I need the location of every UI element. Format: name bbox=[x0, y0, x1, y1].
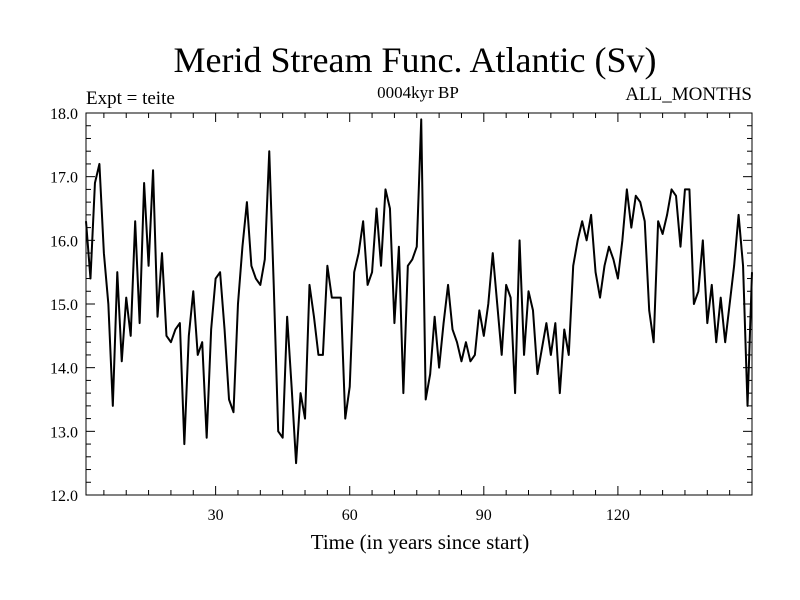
x-tick-label: 120 bbox=[606, 507, 630, 524]
y-tick-label: 14.0 bbox=[50, 361, 78, 378]
y-tick-label: 12.0 bbox=[50, 488, 78, 505]
x-axis-ticks: 30 60 90 120 bbox=[103, 113, 753, 524]
y-tick-label: 15.0 bbox=[50, 297, 78, 314]
x-tick-label: 30 bbox=[208, 507, 224, 524]
chart-annotation-right: ALL_MONTHS bbox=[625, 84, 752, 105]
y-tick-label: 17.0 bbox=[50, 170, 78, 187]
y-tick-label: 18.0 bbox=[50, 106, 78, 123]
x-axis-label: Time (in years since start) bbox=[311, 530, 530, 554]
chart-subtitle: 0004kyr BP bbox=[377, 83, 459, 102]
chart-title: Merid Stream Func. Atlantic (Sv) bbox=[174, 40, 657, 80]
y-tick-label: 13.0 bbox=[50, 424, 78, 441]
series-line bbox=[85, 118, 753, 465]
series-layer bbox=[85, 118, 753, 465]
x-tick-label: 90 bbox=[476, 507, 492, 524]
chart-annotation-left: Expt = teite bbox=[86, 88, 175, 109]
y-axis-ticks: 12.0 13.0 14.0 15.0 16.0 17.0 18.0 bbox=[50, 106, 752, 505]
y-tick-label: 16.0 bbox=[50, 233, 78, 250]
x-tick-label: 60 bbox=[342, 507, 358, 524]
